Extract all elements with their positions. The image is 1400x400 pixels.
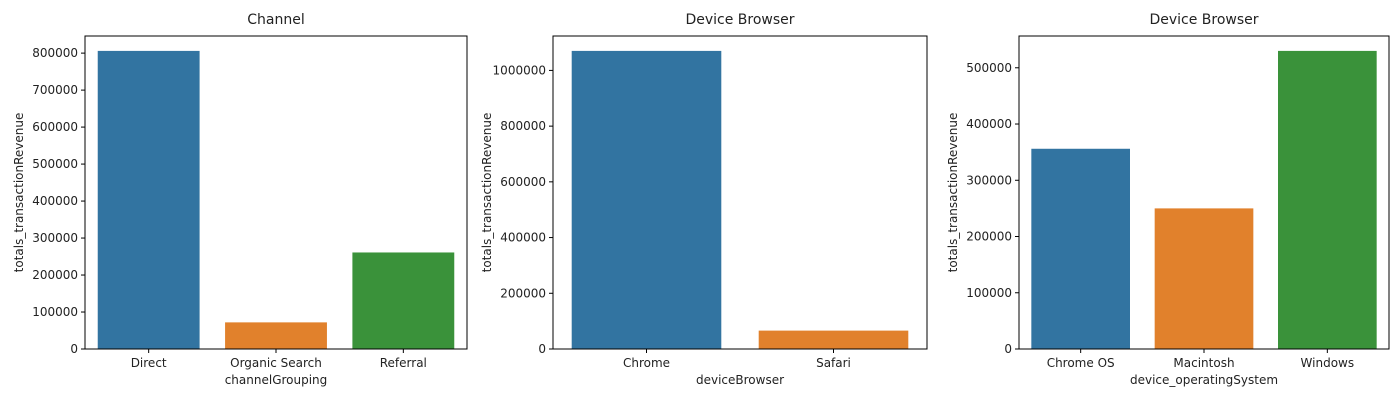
y-axis-label: totals_transactionRevenue	[480, 113, 494, 273]
y-tick-label: 200000	[32, 268, 78, 282]
y-tick-label: 0	[1004, 342, 1012, 356]
y-tick-label: 700000	[32, 83, 78, 97]
x-tick-label: Referral	[380, 356, 427, 370]
y-tick-label: 800000	[32, 46, 78, 60]
y-tick-label: 400000	[966, 117, 1012, 131]
y-tick-label: 500000	[32, 157, 78, 171]
y-axis-label: totals_transactionRevenue	[946, 113, 960, 273]
bar-safari	[758, 330, 909, 349]
bar-chrome	[571, 50, 722, 350]
x-tick-label: Chrome OS	[1047, 356, 1115, 370]
x-tick-label: Direct	[131, 356, 167, 370]
bar-chrome-os	[1031, 148, 1130, 349]
bar-referral	[352, 252, 455, 349]
y-tick-label: 800000	[500, 119, 546, 133]
chart-title: Device Browser	[685, 12, 794, 28]
y-tick-label: 1000000	[493, 63, 546, 77]
y-tick-label: 400000	[32, 194, 78, 208]
y-tick-label: 0	[538, 342, 546, 356]
y-tick-label: 100000	[966, 286, 1012, 300]
y-tick-label: 300000	[32, 231, 78, 245]
subplot-panels: 0 100000 200000 300000 400000 500000 600000 700…	[12, 12, 1390, 387]
x-tick-label: Organic Search	[230, 356, 322, 370]
y-tick-label: 600000	[500, 175, 546, 189]
y-tick-label: 400000	[500, 231, 546, 245]
x-tick-label: Macintosh	[1173, 356, 1234, 370]
y-axis-label: totals_transactionRevenue	[12, 113, 26, 273]
y-tick-label: 300000	[966, 173, 1012, 187]
bar-macintosh	[1154, 208, 1254, 349]
bar-direct	[97, 50, 200, 350]
x-tick-label: Chrome	[623, 356, 670, 370]
x-tick-label: Windows	[1301, 356, 1355, 370]
y-tick-label: 100000	[32, 305, 78, 319]
bar-organic-search	[225, 322, 327, 349]
y-tick-label: 600000	[32, 120, 78, 134]
subplot-2: 0 200000 400000 600000 800000 1000000 Chrome Sa…	[480, 12, 928, 387]
x-tick-label: Safari	[816, 356, 851, 370]
axes-frame	[552, 35, 928, 350]
x-axis-label: device_operatingSystem	[1130, 373, 1278, 387]
x-axis-label: channelGrouping	[225, 373, 328, 387]
subplot-1: 0 100000 200000 300000 400000 500000 600000 700…	[12, 12, 468, 387]
y-tick-label: 0	[70, 342, 78, 356]
y-tick-label: 200000	[500, 286, 546, 300]
subplot-3: 0 100000 200000 300000 400000 500000 Chrome OS…	[946, 12, 1390, 387]
y-tick-label: 200000	[966, 230, 1012, 244]
y-tick-label: 500000	[966, 61, 1012, 75]
bar-windows	[1278, 50, 1377, 350]
chart-title: Channel	[247, 12, 304, 28]
chart-title: Device Browser	[1149, 12, 1258, 28]
x-axis-label: deviceBrowser	[696, 373, 784, 387]
